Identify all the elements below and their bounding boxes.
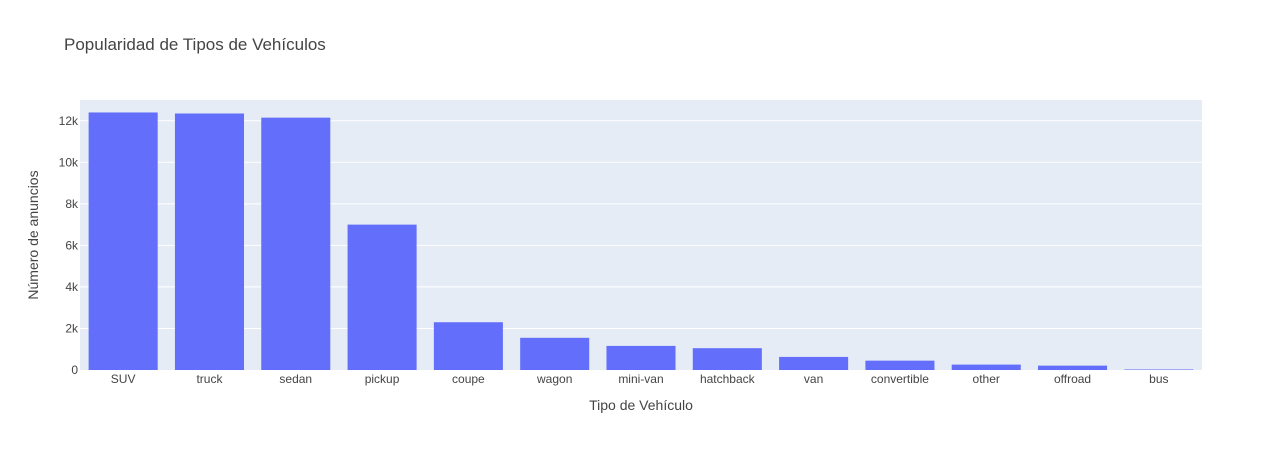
y-tick-label: 4k [65, 280, 79, 294]
x-tick-label: truck [196, 372, 223, 386]
bar-truck [174, 113, 244, 370]
x-tick-label: wagon [536, 372, 572, 386]
y-tick-label: 8k [65, 197, 79, 211]
x-tick-label: van [804, 372, 823, 386]
x-tick-label: bus [1149, 372, 1168, 386]
bar-other [951, 364, 1021, 370]
bar-sedan [261, 117, 331, 371]
x-tick-label: mini-van [618, 372, 663, 386]
x-tick-label: convertible [871, 372, 929, 386]
bar-convertible [865, 360, 935, 370]
bar-hatchback [692, 348, 762, 370]
bar-bus [1124, 369, 1194, 370]
y-tick-label: 10k [59, 155, 79, 169]
y-axis-ticks: 0 2k 4k 6k 8k 10k 12k [59, 114, 79, 377]
bar-coupe [433, 322, 503, 370]
bar-pickup [347, 224, 417, 370]
x-tick-label: other [973, 372, 1000, 386]
x-tick-label: SUV [111, 372, 136, 386]
y-tick-label: 0 [71, 363, 78, 377]
x-tick-label: sedan [279, 372, 312, 386]
bar-wagon [520, 337, 590, 370]
x-tick-label: hatchback [700, 372, 756, 386]
y-tick-label: 12k [59, 114, 79, 128]
x-axis-ticks: SUV truck sedan pickup coupe wagon mini-van hat… [111, 372, 1169, 386]
chart-title: Popularidad de Tipos de Vehículos [64, 35, 326, 54]
bar-offroad [1038, 365, 1108, 370]
bar-suv [88, 112, 158, 370]
y-tick-label: 2k [65, 321, 79, 335]
x-axis-title: Tipo de Vehículo [589, 397, 693, 413]
y-axis-title: Número de anuncios [25, 170, 41, 299]
plot-area [80, 100, 1202, 370]
x-tick-label: coupe [452, 372, 485, 386]
bar-mini-van [606, 345, 676, 370]
x-tick-label: offroad [1054, 372, 1091, 386]
bars [88, 112, 1194, 371]
x-tick-label: pickup [365, 372, 400, 386]
bar-van [779, 356, 849, 370]
y-tick-label: 6k [65, 238, 79, 252]
